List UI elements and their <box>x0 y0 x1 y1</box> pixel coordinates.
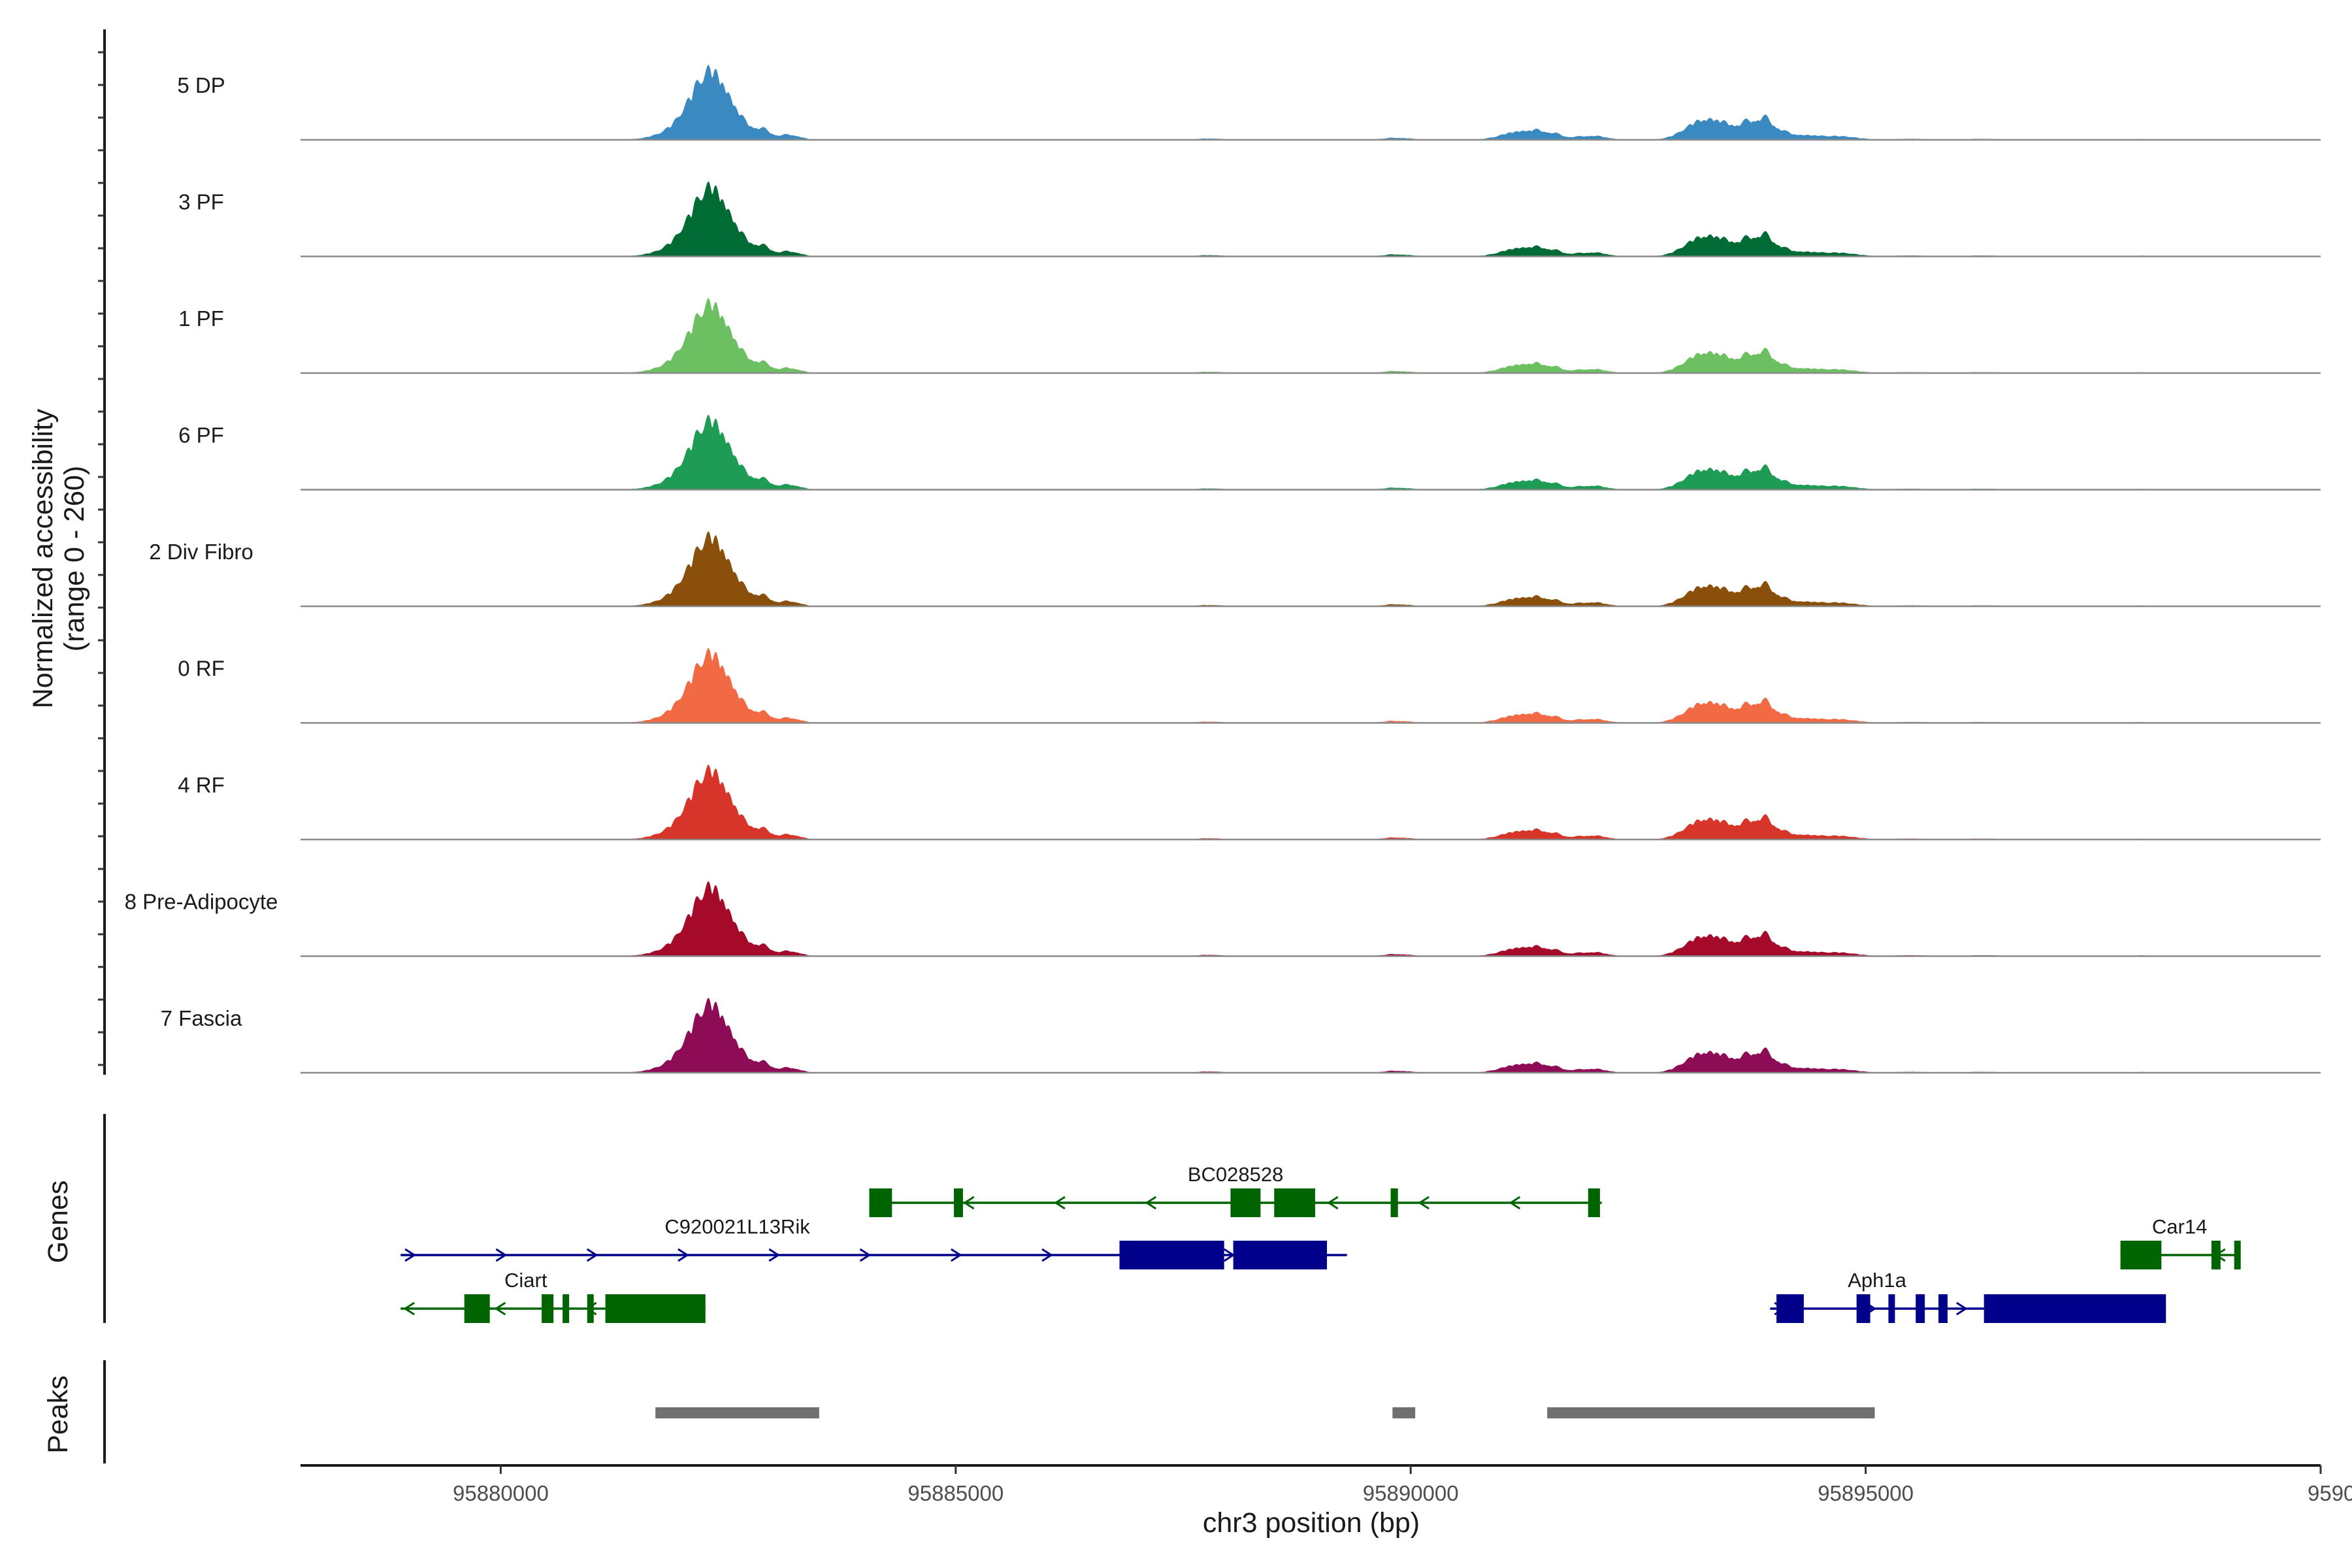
track-label: 0 RF <box>178 657 225 681</box>
strand-arrow <box>1041 1248 1053 1262</box>
peak-bar <box>1392 1407 1416 1418</box>
track-area <box>301 65 2321 140</box>
strand-arrow <box>1327 1196 1339 1210</box>
strand-arrow <box>1054 1196 1066 1210</box>
exon <box>869 1188 892 1217</box>
x-tick-label: 95895000 <box>1818 1481 1914 1505</box>
track-area <box>301 414 2321 490</box>
exon <box>2120 1241 2162 1269</box>
exon <box>954 1188 963 1217</box>
track-area <box>301 647 2321 723</box>
exon <box>605 1294 706 1323</box>
exon <box>587 1294 594 1323</box>
strand-arrow <box>1145 1196 1157 1210</box>
exon <box>1230 1188 1261 1217</box>
coverage-tracks: 5 DP 3 PF 1 PF 6 PF 2 Div Fibro 0 RF 4 RF 8 Pre… <box>125 65 2321 1074</box>
track-label: 5 DP <box>177 73 225 97</box>
exon <box>2234 1241 2241 1269</box>
gene-label: Ciart <box>504 1269 547 1292</box>
track-label: 1 PF <box>178 306 224 331</box>
x-axis: 95880000 95885000 95890000 95895000 95900000 <box>98 29 2352 1505</box>
exon <box>1916 1294 1925 1323</box>
strand-arrow <box>1956 1301 1968 1316</box>
exon <box>1390 1188 1398 1217</box>
strand-arrow <box>962 1196 975 1210</box>
gene-label: BC028528 <box>1188 1163 1284 1186</box>
exon <box>464 1294 490 1323</box>
exon <box>563 1294 570 1323</box>
strand-arrow <box>859 1248 872 1262</box>
track-label: 7 Fascia <box>161 1006 242 1030</box>
exon <box>2211 1241 2221 1269</box>
track-label: 3 PF <box>178 190 224 214</box>
exon <box>1119 1241 1224 1269</box>
genes-title: Genes <box>42 1181 74 1264</box>
track-label: 6 PF <box>178 423 224 448</box>
exon <box>542 1294 554 1323</box>
x-tick-label: 95880000 <box>453 1481 549 1505</box>
exon <box>1776 1294 1804 1323</box>
x-tick-label: 95885000 <box>907 1481 1004 1505</box>
strand-arrow <box>1509 1196 1521 1210</box>
gene-label: Car14 <box>2152 1215 2207 1238</box>
exon <box>1984 1294 2166 1323</box>
gene-label: C920021L13Rik <box>664 1215 810 1238</box>
track-area <box>301 998 2321 1073</box>
gene-annotations: BC028528 C920021L13Rik Ciart Car14 Aph1a <box>400 1163 2241 1323</box>
track-area <box>301 881 2321 956</box>
exon <box>1856 1294 1870 1323</box>
exon <box>1274 1188 1315 1217</box>
strand-arrow <box>586 1248 598 1262</box>
strand-arrow <box>494 1301 506 1316</box>
track-area <box>301 531 2321 606</box>
track-area <box>301 181 2321 257</box>
x-tick-label: 95890000 <box>1363 1481 1459 1505</box>
track-label: 4 RF <box>178 773 225 797</box>
track-area <box>301 764 2321 840</box>
strand-arrow <box>1418 1196 1429 1210</box>
track-label: 8 Pre-Adipocyte <box>125 890 278 914</box>
y-axis-title: Normalized accessibility <box>27 408 59 708</box>
strand-arrow <box>403 1301 415 1316</box>
strand-arrow <box>678 1248 689 1262</box>
peak-regions <box>655 1407 1875 1418</box>
exon <box>1588 1188 1600 1217</box>
strand-arrow <box>950 1248 962 1262</box>
strand-arrow <box>404 1248 416 1262</box>
peak-bar <box>655 1407 819 1418</box>
strand-arrow <box>495 1248 508 1262</box>
exon <box>1888 1294 1895 1323</box>
strand-arrow <box>768 1248 781 1262</box>
x-tick-label: 95900000 <box>2308 1481 2352 1505</box>
exon <box>1233 1241 1328 1269</box>
exon <box>1938 1294 1948 1323</box>
gene-label: Aph1a <box>1848 1269 1906 1292</box>
track-area <box>301 298 2321 373</box>
track-label: 2 Div Fibro <box>149 540 253 564</box>
peak-bar <box>1547 1407 1875 1418</box>
y-axis-range: (range 0 - 260) <box>59 466 90 651</box>
x-axis-title: chr3 position (bp) <box>1203 1507 1420 1539</box>
peaks-title: Peaks <box>42 1375 74 1454</box>
